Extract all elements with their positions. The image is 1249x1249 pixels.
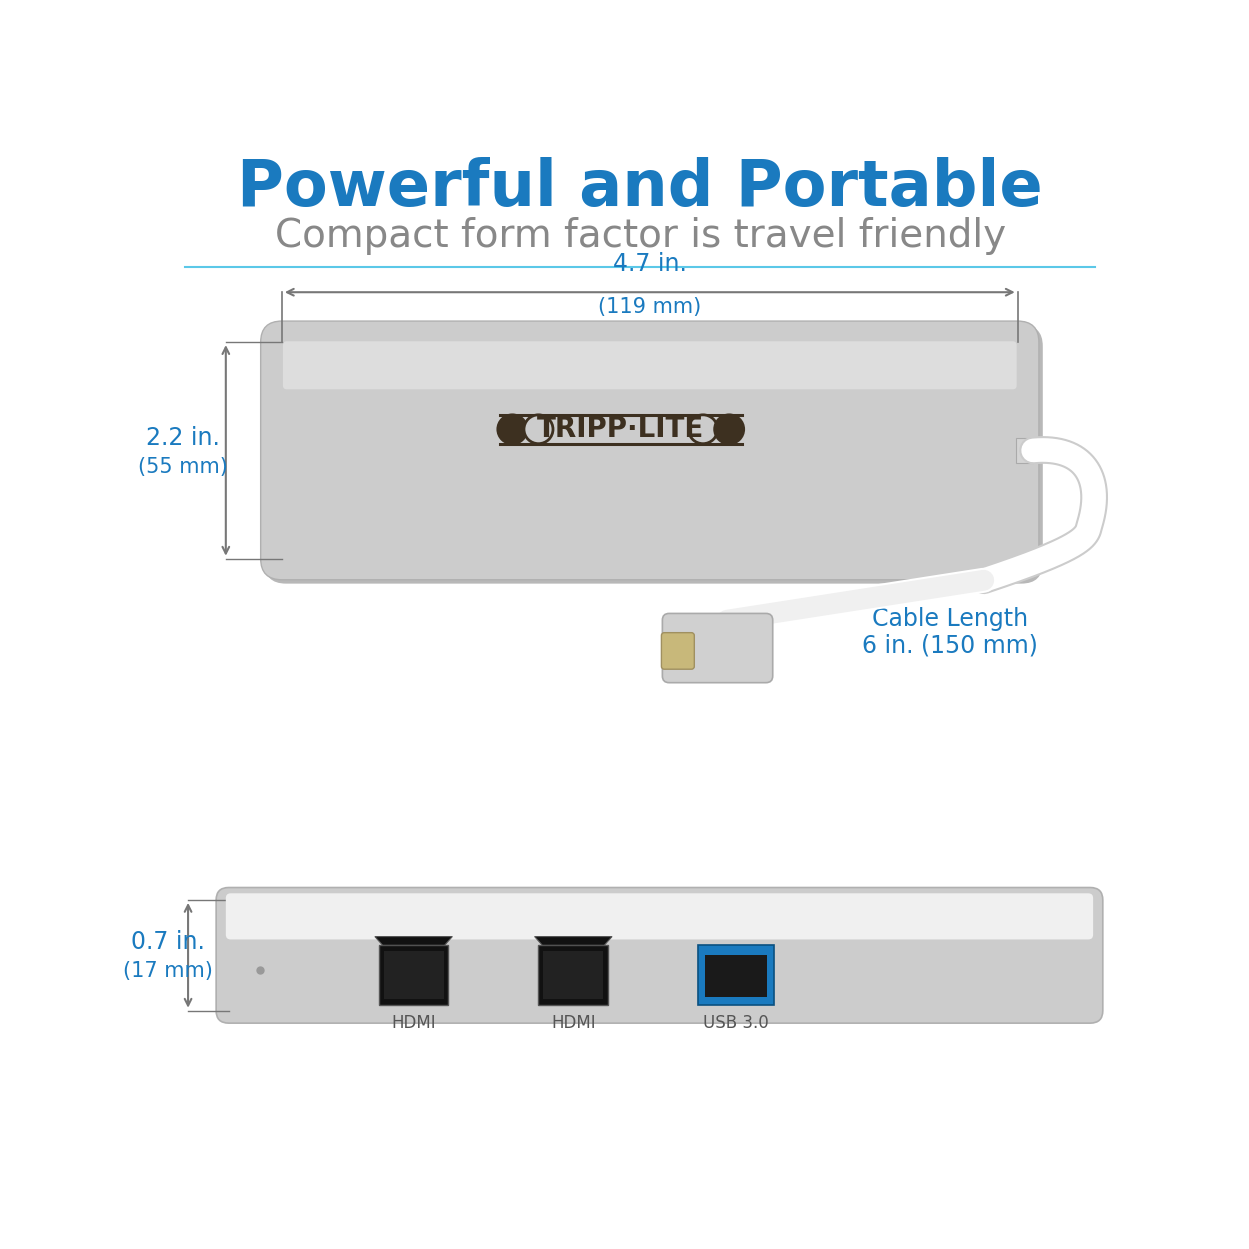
Polygon shape	[375, 937, 452, 945]
FancyBboxPatch shape	[226, 893, 1093, 939]
Text: Compact form factor is travel friendly: Compact form factor is travel friendly	[275, 217, 1005, 256]
Text: (17 mm): (17 mm)	[122, 960, 212, 980]
Text: USB 3.0: USB 3.0	[703, 1014, 769, 1032]
Bar	[538, 945, 608, 1005]
Bar	[704, 954, 767, 997]
FancyBboxPatch shape	[284, 341, 1017, 390]
Text: 2.2 in.: 2.2 in.	[146, 426, 220, 450]
Circle shape	[525, 415, 553, 443]
FancyBboxPatch shape	[265, 325, 1043, 583]
Text: (55 mm): (55 mm)	[139, 457, 229, 477]
Circle shape	[714, 415, 743, 443]
Bar	[698, 945, 773, 1005]
Bar	[378, 945, 448, 1005]
Text: HDMI: HDMI	[551, 1014, 596, 1032]
Text: HDMI: HDMI	[391, 1014, 436, 1032]
Text: 6 in. (150 mm): 6 in. (150 mm)	[862, 633, 1038, 657]
Text: 0.7 in.: 0.7 in.	[131, 929, 205, 954]
FancyBboxPatch shape	[662, 633, 694, 669]
Circle shape	[498, 415, 527, 443]
Text: Cable Length: Cable Length	[872, 607, 1028, 631]
Bar	[543, 950, 603, 999]
Text: 4.7 in.: 4.7 in.	[613, 252, 687, 276]
Text: Powerful and Portable: Powerful and Portable	[237, 157, 1043, 220]
Text: TRIPP·LITE: TRIPP·LITE	[537, 415, 704, 443]
Text: (119 mm): (119 mm)	[598, 297, 702, 317]
Polygon shape	[535, 937, 612, 945]
Bar	[1015, 438, 1033, 463]
FancyBboxPatch shape	[216, 888, 1103, 1023]
Circle shape	[688, 415, 718, 443]
FancyBboxPatch shape	[662, 613, 773, 683]
Bar	[383, 950, 443, 999]
FancyBboxPatch shape	[261, 321, 1039, 580]
